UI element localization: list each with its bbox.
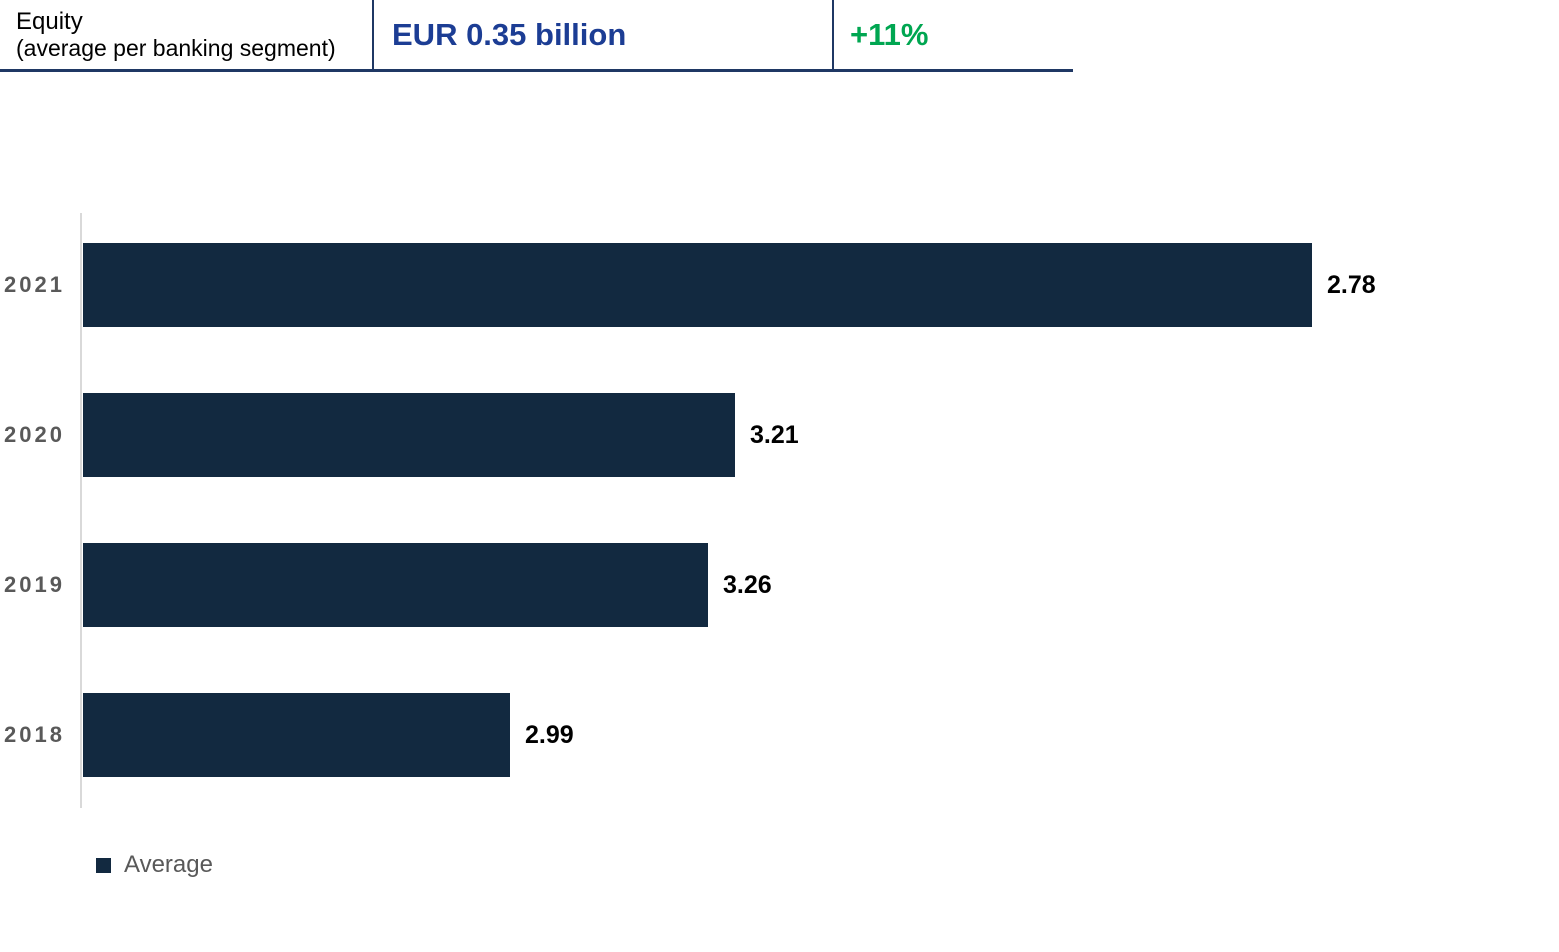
category-label: 2019 [4,572,65,597]
category-label: 2020 [4,422,65,447]
bar-value-label: 2.78 [1327,271,1376,299]
metric-value: EUR 0.35 billion [392,16,627,52]
kpi-metric-cell: Equity (average per banking segment) [0,0,372,69]
category-label: 2018 [4,722,65,747]
y-axis-line [80,213,82,808]
bar-row-2021: 2021 2.78 [0,243,1559,327]
kpi-value-cell: EUR 0.35 billion [372,0,832,69]
metric-change-badge: +11% [850,16,929,52]
bar-value-label: 2.99 [525,721,574,749]
kpi-header: Equity (average per banking segment) EUR… [0,0,1073,72]
kpi-change-cell: +11% [832,0,1073,69]
bar-row-2019: 2019 3.26 [0,543,1559,627]
bar-row-2020: 2020 3.21 [0,393,1559,477]
bar [83,393,735,477]
category-label: 2021 [4,272,65,297]
bar [83,693,510,777]
metric-subtitle: (average per banking segment) [16,34,336,61]
bar [83,543,708,627]
bar-row-2018: 2018 2.99 [0,693,1559,777]
bar-value-label: 3.21 [750,421,799,449]
legend: Average [96,850,213,880]
legend-swatch-icon [96,857,111,873]
legend-label: Average [124,851,213,878]
bar [83,243,1312,327]
bar-value-label: 3.26 [723,571,772,599]
metric-title: Equity [16,7,83,35]
